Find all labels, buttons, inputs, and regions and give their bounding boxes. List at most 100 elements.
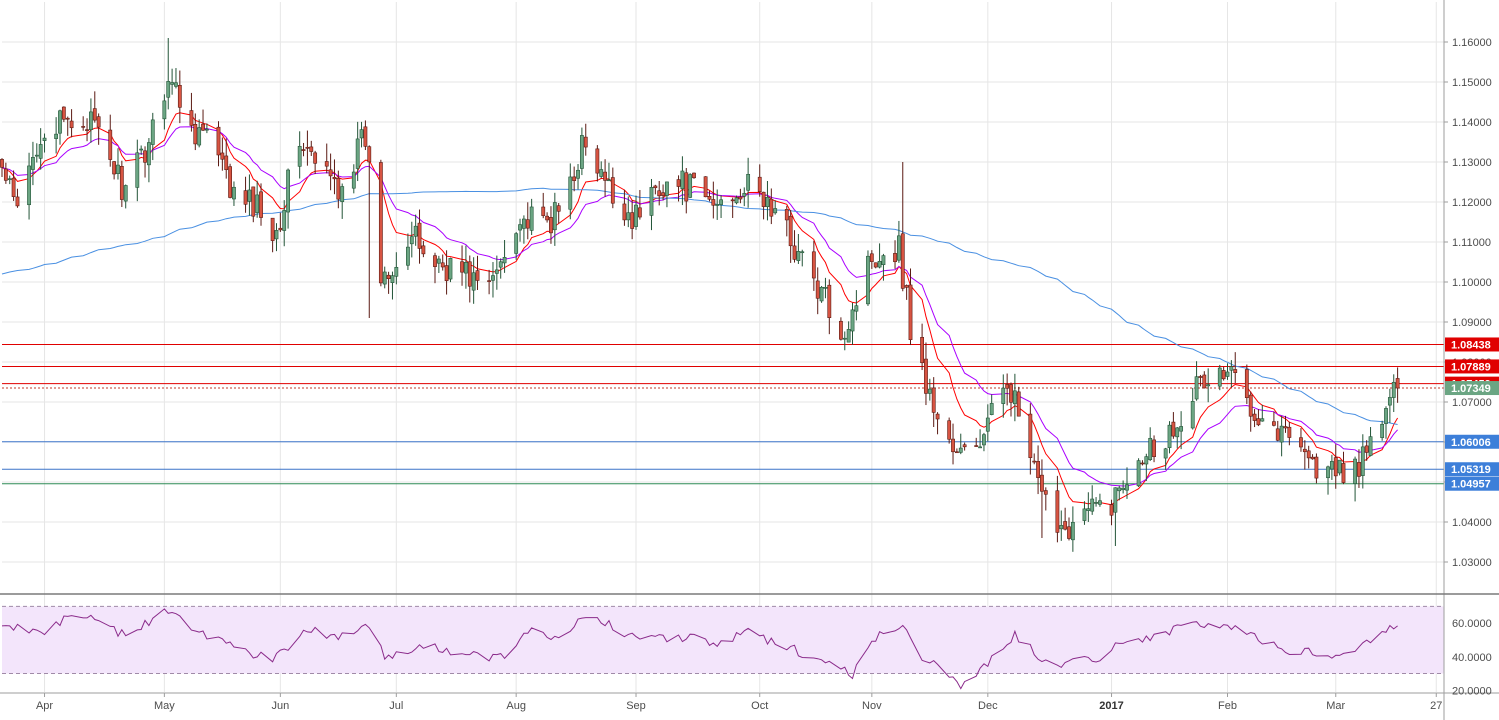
candle bbox=[336, 170, 341, 209]
candle-body bbox=[947, 420, 952, 440]
candle-body bbox=[297, 145, 302, 167]
candle bbox=[1171, 412, 1176, 439]
candle bbox=[85, 118, 89, 142]
candle bbox=[514, 231, 519, 260]
candle bbox=[251, 186, 256, 223]
candle-body bbox=[1287, 426, 1292, 438]
candle-body bbox=[514, 233, 519, 254]
candle-body bbox=[433, 255, 437, 267]
candle-body bbox=[1252, 413, 1257, 421]
candle bbox=[1009, 382, 1013, 417]
candle-body bbox=[525, 219, 530, 229]
candle bbox=[359, 121, 364, 148]
candle-body bbox=[460, 261, 464, 273]
candle bbox=[734, 195, 739, 205]
candle bbox=[572, 166, 577, 192]
candle-body bbox=[676, 179, 681, 187]
candle bbox=[518, 218, 522, 242]
level-badge[interactable]: 1.04957 bbox=[1445, 476, 1499, 491]
candle-body bbox=[475, 270, 480, 281]
candle bbox=[259, 183, 263, 226]
candle-body bbox=[626, 212, 631, 221]
candle-body bbox=[552, 202, 557, 231]
candle bbox=[255, 180, 260, 218]
candle bbox=[174, 68, 178, 89]
candle bbox=[842, 331, 847, 351]
candle-body bbox=[116, 164, 120, 174]
candle bbox=[328, 153, 333, 191]
candle-body bbox=[1082, 508, 1087, 521]
candle bbox=[15, 188, 20, 208]
candle bbox=[1005, 373, 1010, 406]
candle-body bbox=[189, 110, 194, 126]
candle bbox=[1059, 510, 1064, 541]
candle-body bbox=[494, 269, 499, 274]
level-badge[interactable]: 1.05319 bbox=[1445, 462, 1499, 477]
candle bbox=[703, 176, 708, 198]
candle-body bbox=[417, 222, 422, 249]
candle bbox=[1109, 499, 1114, 526]
candle-body bbox=[657, 190, 662, 197]
candle bbox=[305, 130, 310, 166]
candle-body bbox=[286, 169, 290, 213]
candle-body bbox=[522, 218, 526, 229]
candle bbox=[1113, 487, 1118, 546]
candle bbox=[935, 412, 940, 435]
level-badge[interactable]: 1.08438 bbox=[1445, 337, 1499, 352]
candle-body bbox=[622, 203, 627, 221]
level-badge-text: 1.04957 bbox=[1451, 479, 1491, 491]
last-price-badge-text: 1.07349 bbox=[1451, 383, 1491, 395]
level-badge[interactable]: 1.06006 bbox=[1445, 434, 1499, 449]
candle bbox=[1357, 449, 1361, 488]
candle-body bbox=[1329, 461, 1334, 470]
candle bbox=[839, 317, 843, 341]
level-badge[interactable]: 1.07889 bbox=[1445, 359, 1499, 374]
candle-body bbox=[985, 417, 990, 432]
candle-body bbox=[1094, 502, 1098, 504]
x-tick-label: Sep bbox=[626, 700, 646, 712]
candle-body bbox=[1012, 390, 1017, 405]
candle bbox=[382, 266, 387, 289]
candle bbox=[525, 202, 530, 240]
candle bbox=[1117, 485, 1122, 501]
candle bbox=[634, 195, 638, 230]
candle bbox=[69, 109, 74, 138]
candle bbox=[568, 163, 573, 220]
candle bbox=[270, 217, 275, 253]
candle-body bbox=[819, 286, 824, 302]
x-tick-label: Jun bbox=[271, 700, 289, 712]
candle bbox=[1225, 363, 1230, 380]
candle-body bbox=[719, 199, 723, 205]
candle-body bbox=[166, 81, 171, 98]
candle-body bbox=[1384, 408, 1388, 424]
candle-body bbox=[89, 111, 93, 130]
candle-body bbox=[595, 148, 600, 174]
y-tick-label: 1.04000 bbox=[1452, 517, 1492, 529]
candle-body bbox=[1206, 384, 1211, 387]
candle-body bbox=[931, 387, 936, 413]
candle-body bbox=[746, 173, 751, 191]
candle bbox=[1326, 465, 1330, 495]
candle bbox=[1012, 373, 1017, 422]
candle bbox=[869, 250, 874, 269]
candle-body bbox=[150, 119, 155, 145]
candle bbox=[1252, 409, 1257, 428]
candle bbox=[108, 114, 113, 167]
candle-body bbox=[394, 266, 399, 277]
candle bbox=[340, 183, 345, 219]
candle-body bbox=[1121, 487, 1126, 491]
candle bbox=[603, 159, 607, 197]
candle-body bbox=[556, 205, 561, 212]
candle-body bbox=[962, 444, 967, 448]
candle bbox=[576, 164, 580, 190]
candle bbox=[170, 68, 175, 95]
last-price-badge[interactable]: 1.07349 bbox=[1445, 381, 1499, 396]
candle bbox=[313, 150, 318, 175]
candle bbox=[216, 121, 221, 167]
candle bbox=[1190, 387, 1195, 430]
candle bbox=[877, 243, 882, 269]
candle-body bbox=[324, 161, 329, 167]
candle bbox=[494, 255, 499, 290]
candle bbox=[123, 184, 128, 209]
candle-body bbox=[974, 445, 979, 447]
